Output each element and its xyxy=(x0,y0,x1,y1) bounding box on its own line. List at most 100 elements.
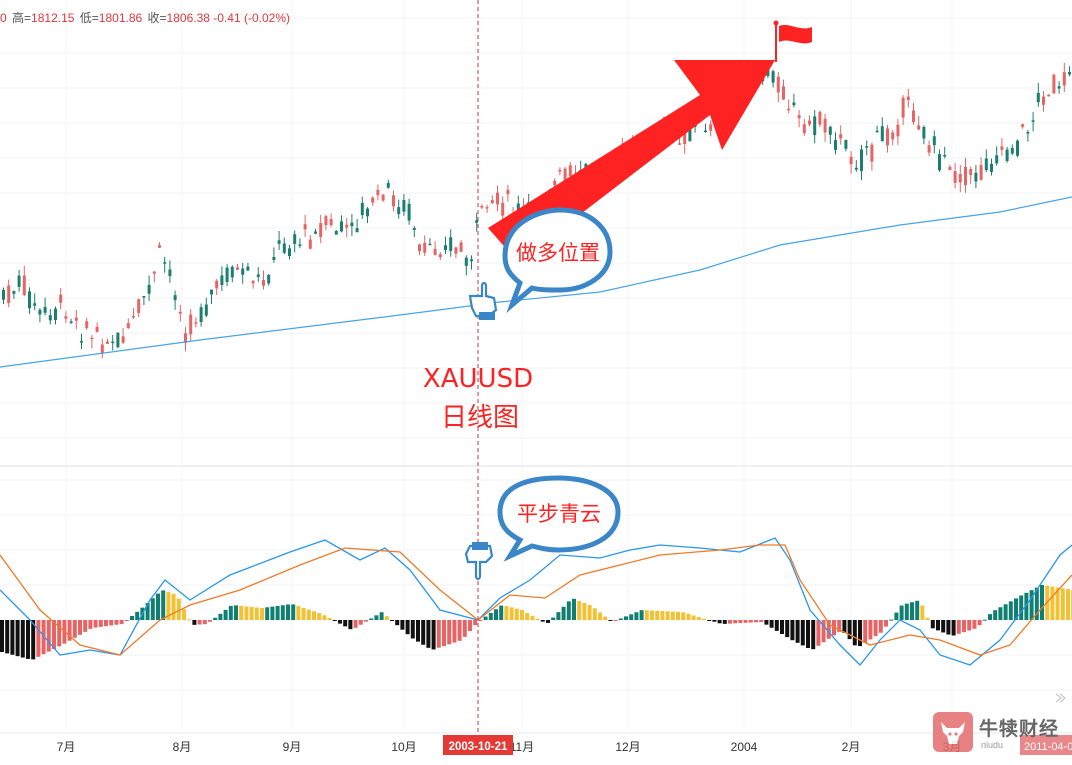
macd-bar xyxy=(338,620,342,624)
candle-body xyxy=(839,134,843,139)
candle-body xyxy=(1068,72,1071,75)
candle-body xyxy=(438,254,442,258)
macd-bar xyxy=(192,620,197,625)
symbol-label: XAUUSD xyxy=(423,364,533,394)
macd-bar xyxy=(46,620,51,652)
macd-bar xyxy=(114,620,119,625)
macd-bar xyxy=(405,620,410,635)
macd-bar xyxy=(20,620,25,658)
macd-bar xyxy=(696,617,701,620)
hand-point-down-icon xyxy=(464,542,494,581)
macd-bar xyxy=(816,620,821,646)
candle-body xyxy=(7,285,11,304)
macd-bar xyxy=(660,611,665,620)
candle-body xyxy=(516,203,520,212)
macd-bar xyxy=(962,620,966,633)
macd-bar xyxy=(806,620,810,648)
candle-body xyxy=(241,268,245,275)
macd-bar xyxy=(665,611,670,620)
candle-body xyxy=(142,296,146,298)
moving-average-line xyxy=(0,196,1072,368)
candle-body xyxy=(376,189,380,196)
candle-body xyxy=(953,171,957,183)
candle-body xyxy=(958,174,962,183)
macd-bar xyxy=(197,620,202,625)
macd-bar xyxy=(1055,587,1060,620)
macd-bar xyxy=(468,620,472,631)
candle-body xyxy=(1005,149,1009,161)
macd-bar xyxy=(535,618,540,620)
hand-shape xyxy=(468,281,498,318)
macd-bar xyxy=(254,607,259,620)
candle-body xyxy=(922,126,926,139)
candle-body xyxy=(886,128,889,146)
macd-bar xyxy=(395,620,400,626)
grid-lines xyxy=(0,0,1072,730)
x-axis-label: 9月 xyxy=(283,740,302,754)
macd-bar xyxy=(930,620,935,629)
brand-site: niudu xyxy=(981,740,1004,750)
macd-bar xyxy=(644,610,649,620)
crosshair-date-badge xyxy=(443,735,513,755)
macd-bar xyxy=(525,612,530,620)
candle-body xyxy=(59,294,63,303)
macd-bar xyxy=(650,610,654,620)
macd-bar xyxy=(72,620,77,638)
macd-bar xyxy=(15,620,20,657)
candle-body xyxy=(678,143,681,145)
macd-bar xyxy=(738,620,743,624)
candle-body xyxy=(433,248,437,255)
candle-body xyxy=(891,132,895,140)
timeframe-label: 日线图 xyxy=(441,403,519,433)
scroll-right-icon xyxy=(1055,693,1066,703)
flag-icon xyxy=(779,25,812,44)
macd-bar xyxy=(1034,587,1039,620)
macd-bar xyxy=(967,620,972,631)
macd-bar xyxy=(208,620,212,622)
macd-bar xyxy=(52,620,56,649)
macd-bar xyxy=(436,620,441,648)
hand-point-icon xyxy=(468,281,498,320)
candle-body xyxy=(126,323,130,329)
macd-bar xyxy=(353,620,358,628)
candle-body xyxy=(397,207,401,215)
candle-body xyxy=(288,248,291,257)
candle-body xyxy=(683,129,687,145)
candle-body xyxy=(106,341,109,344)
macd-bar xyxy=(702,618,706,620)
macd-bar xyxy=(842,620,847,633)
candle-body xyxy=(901,97,905,118)
ohlc-low-label: 低= xyxy=(79,11,99,25)
macd-bar xyxy=(260,608,264,620)
macd-bar xyxy=(494,609,498,620)
ohlc-change-pct: (-0.02%) xyxy=(243,11,290,25)
candle-body xyxy=(979,165,983,180)
candle-body xyxy=(1031,120,1035,122)
candle-body xyxy=(74,317,78,321)
macd-bar xyxy=(10,620,15,655)
candle-body xyxy=(116,332,120,348)
candle-body xyxy=(709,124,713,131)
candle-body xyxy=(22,275,26,296)
macd-bar xyxy=(800,620,805,646)
macd-bar xyxy=(634,612,639,620)
candle-body xyxy=(90,337,94,340)
macd-bar xyxy=(546,620,550,623)
macd-bar xyxy=(956,620,961,634)
macd-bar xyxy=(998,607,1003,620)
macd-bar xyxy=(452,620,457,643)
candle-body xyxy=(210,289,213,295)
candle-body xyxy=(480,206,484,208)
macd-bar xyxy=(499,605,504,620)
long-position-label: 做多位置 xyxy=(516,241,600,265)
candle-body xyxy=(464,257,468,266)
candle-body xyxy=(69,321,73,323)
macd-bar xyxy=(265,607,270,620)
candle-body xyxy=(215,280,219,289)
candle-body xyxy=(194,322,198,324)
candle-body xyxy=(969,169,973,176)
macd-bar xyxy=(670,611,675,620)
macd-bar xyxy=(941,620,946,633)
